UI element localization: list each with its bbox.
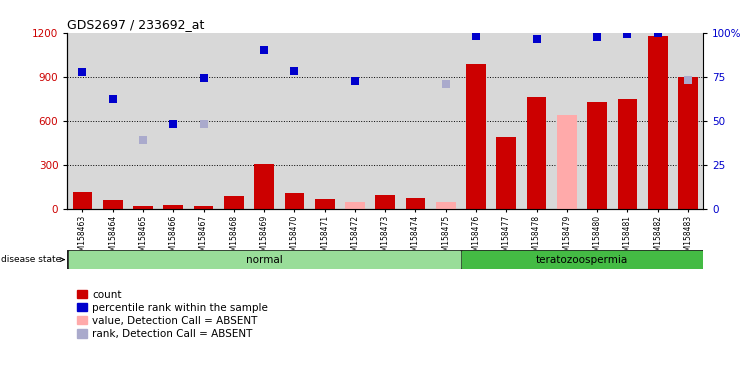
Bar [491, 33, 521, 209]
Bar [133, 206, 153, 209]
Bar [340, 33, 370, 209]
Bar [103, 200, 123, 209]
Bar [587, 102, 607, 209]
Bar [97, 33, 128, 209]
Bar [527, 98, 547, 209]
Text: normal: normal [246, 255, 283, 265]
Bar [461, 33, 491, 209]
Bar [678, 77, 698, 209]
Bar [431, 33, 461, 209]
Bar [673, 33, 703, 209]
Bar [405, 197, 426, 209]
Bar [462, 252, 702, 268]
Bar [375, 195, 395, 209]
Bar [164, 205, 183, 209]
Bar [370, 33, 400, 209]
Bar [552, 33, 582, 209]
Bar [643, 33, 673, 209]
Bar [279, 33, 310, 209]
Bar [188, 33, 218, 209]
Bar [254, 164, 274, 209]
Text: disease state: disease state [1, 255, 64, 264]
Legend: count, percentile rank within the sample, value, Detection Call = ABSENT, rank, : count, percentile rank within the sample… [73, 286, 272, 343]
Bar [521, 33, 552, 209]
Bar [400, 33, 431, 209]
Bar [345, 202, 365, 209]
Bar [69, 252, 460, 268]
Bar [582, 33, 613, 209]
Bar [497, 137, 516, 209]
Bar [466, 63, 486, 209]
Bar [249, 33, 279, 209]
Bar [284, 193, 304, 209]
Bar [648, 36, 667, 209]
Bar [73, 192, 92, 209]
Bar [194, 206, 213, 209]
Bar [315, 199, 334, 209]
Bar [557, 115, 577, 209]
Text: teratozoospermia: teratozoospermia [536, 255, 628, 265]
Bar [224, 196, 244, 209]
Bar [613, 33, 643, 209]
Bar [218, 33, 249, 209]
Bar [128, 33, 158, 209]
Bar [310, 33, 340, 209]
Bar [158, 33, 188, 209]
Bar [618, 99, 637, 209]
Text: GDS2697 / 233692_at: GDS2697 / 233692_at [67, 18, 205, 31]
Bar [436, 202, 456, 209]
Bar [67, 33, 97, 209]
